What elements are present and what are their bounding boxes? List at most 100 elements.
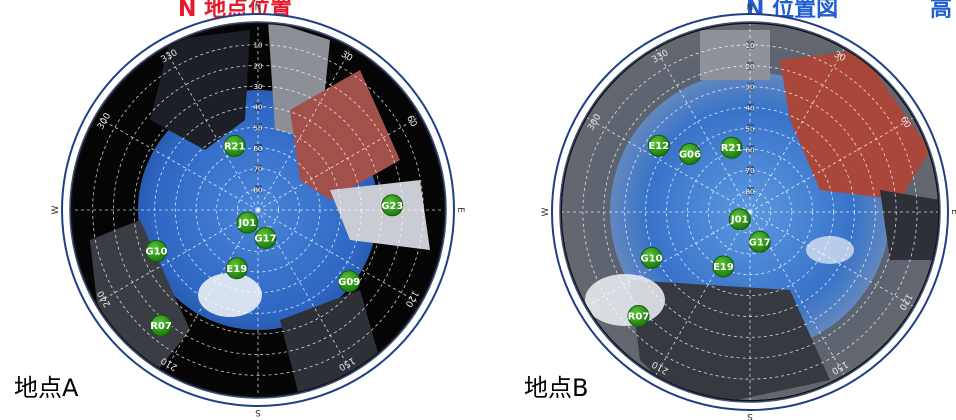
satellite-label: G17	[254, 233, 276, 244]
elevation-tag-bg	[747, 82, 754, 91]
satellite-g06: G06	[679, 142, 701, 165]
satellite-marker	[381, 194, 404, 217]
azimuth-line	[96, 209, 259, 304]
satellite-label: J01	[730, 215, 749, 226]
satellite-label: E19	[226, 264, 247, 275]
satellite-label: E19	[713, 262, 734, 273]
elevation-label: 30	[254, 83, 263, 91]
elevation-tag-bg	[747, 145, 754, 154]
elevation-label: 10	[746, 42, 755, 50]
elevation-tag-bg	[747, 124, 754, 133]
title-fragment-right-edge: 高	[930, 0, 953, 22]
satellite-e19: E19	[225, 257, 248, 280]
satellite-marker	[728, 208, 751, 231]
elevation-ring	[707, 169, 793, 255]
compass-s: S	[747, 411, 753, 420]
satellite-g17: G17	[254, 226, 277, 249]
satellite-marker	[720, 136, 743, 159]
elevation-tag-bg	[255, 102, 262, 111]
elevation-label: 70	[254, 166, 263, 174]
satellite-label: R21	[224, 141, 246, 152]
site-a-label: 地点A	[14, 374, 79, 402]
elevation-tag-bg	[255, 185, 262, 194]
elevation-ring	[133, 85, 383, 335]
satellite-marker	[338, 270, 361, 293]
azimuth-line	[749, 211, 914, 307]
satellite-r07: R07	[627, 304, 650, 327]
satellite-j01: J01	[728, 208, 751, 231]
elevation-tag-bg	[255, 82, 262, 90]
satellite-marker	[150, 314, 173, 337]
elevation-tag-bg	[255, 123, 262, 132]
satellite-label: G10	[640, 253, 662, 264]
building-east	[880, 190, 938, 260]
cloud	[806, 236, 854, 264]
elevation-label: 80	[254, 186, 263, 194]
site-a-skyplot: 8070605040302010NESW30601201502102403003…	[51, 3, 465, 417]
satellite-label: G10	[145, 247, 167, 258]
site-b-label: 地点B	[524, 374, 589, 402]
elevation-label: 20	[746, 63, 755, 71]
elevation-tag-bg	[255, 61, 262, 70]
satellite-label: G17	[749, 237, 771, 248]
satellite-g10: G10	[145, 240, 168, 263]
elevation-label: 20	[254, 62, 263, 70]
azimuth-line	[586, 211, 751, 307]
satellite-marker	[223, 134, 246, 157]
elevation-label: 40	[254, 104, 263, 112]
satellite-marker	[748, 230, 771, 253]
azimuth-line	[586, 117, 751, 213]
azimuth-line	[257, 209, 420, 304]
elevation-tag-bg	[255, 144, 262, 152]
elevation-ring	[216, 168, 300, 252]
building-south	[630, 280, 830, 400]
azimuth-line	[749, 117, 914, 213]
compass-s: S	[255, 407, 261, 417]
building-northeast	[290, 70, 400, 200]
satellite-marker	[712, 255, 735, 278]
azimuth-line	[257, 116, 420, 211]
elevation-tag-bg	[747, 61, 754, 70]
site-b-skyplot: 8070605040302010NESW30601201502102403003…	[541, 3, 956, 420]
azimuth-line	[164, 48, 259, 211]
elevation-tag-bg	[747, 40, 754, 49]
satellite-label: G23	[381, 201, 403, 212]
elevation-label: 30	[746, 84, 755, 92]
compass-e: E	[455, 207, 465, 213]
elevation-tag-bg	[747, 166, 754, 175]
building-east	[330, 180, 430, 250]
satellite-marker	[145, 240, 168, 263]
satellite-e19: E19	[712, 255, 735, 278]
elevation-label: 60	[254, 145, 263, 153]
building-northwest	[150, 30, 250, 150]
compass-e: E	[949, 209, 956, 215]
satellite-marker	[647, 134, 670, 157]
elevation-tag-bg	[255, 40, 262, 49]
satellite-label: G09	[338, 277, 360, 288]
satellite-marker	[640, 246, 663, 269]
compass-w: W	[51, 205, 61, 214]
elevation-tag-bg	[255, 164, 262, 173]
azimuth-line	[164, 209, 259, 372]
elevation-tag-bg	[747, 187, 754, 196]
cloud	[198, 273, 262, 317]
elevation-ring	[92, 44, 424, 376]
building-northeast	[780, 50, 930, 200]
satellite-j01: J01	[236, 211, 259, 234]
satellite-label: R07	[628, 311, 650, 322]
elevation-ring	[624, 86, 876, 338]
azimuth-line	[655, 48, 751, 213]
elevation-label: 50	[254, 124, 263, 132]
satellite-label: J01	[238, 218, 257, 229]
satellite-marker	[627, 304, 650, 327]
satellite-label: E12	[648, 141, 669, 152]
elevation-label: 40	[746, 105, 755, 113]
satellite-g10: G10	[640, 246, 663, 269]
elevation-tag-bg	[747, 103, 754, 112]
satellite-r21: R21	[720, 136, 743, 159]
elevation-label: 80	[746, 188, 755, 196]
satellite-marker	[254, 226, 277, 249]
satellite-label: R21	[721, 143, 743, 154]
satellite-label: R07	[150, 321, 172, 332]
